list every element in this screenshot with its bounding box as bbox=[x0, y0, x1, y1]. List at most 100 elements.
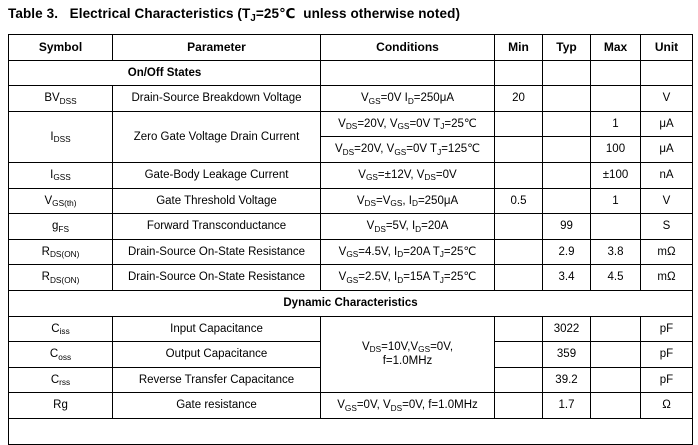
unit-cell: nA bbox=[640, 161, 693, 189]
conditions-cell: VDS=10V,VGS=0V, f=1.0MHz bbox=[320, 315, 495, 394]
min-cell bbox=[494, 161, 543, 189]
section-row-dynamic-characteristics: Dynamic Characteristics bbox=[8, 289, 693, 317]
min-cell bbox=[494, 213, 543, 240]
conditions-cell: VDS=20V, VGS=0V TJ=25℃ bbox=[320, 110, 495, 138]
symbol-cell: BVDSS bbox=[8, 85, 113, 112]
unit-cell: mΩ bbox=[640, 238, 693, 266]
unit-cell: μA bbox=[640, 136, 693, 163]
min-cell bbox=[494, 341, 543, 368]
unit-cell: mΩ bbox=[640, 264, 693, 291]
max-cell: 1 bbox=[590, 187, 641, 215]
parameter-cell: Output Capacitance bbox=[112, 341, 321, 368]
conditions-cell: VGS=4.5V, ID=20A TJ=25℃ bbox=[320, 238, 495, 266]
unit-cell: Ω bbox=[640, 392, 693, 419]
symbol-cell: RDS(ON) bbox=[8, 238, 113, 266]
symbol-cell: Coss bbox=[8, 341, 113, 368]
conditions-cell: VDS=VGS, ID=250μA bbox=[320, 187, 495, 215]
section-header-dynamic-characteristics: Dynamic Characteristics bbox=[8, 289, 693, 317]
conditions-cell: VDS=5V, ID=20A bbox=[320, 213, 495, 240]
symbol-cell: Rg bbox=[8, 392, 113, 419]
column-header-unit: Unit bbox=[640, 34, 693, 61]
symbol-cell: IDSS bbox=[8, 110, 113, 163]
column-header-parameter: Parameter bbox=[112, 34, 321, 61]
unit-cell: pF bbox=[640, 315, 693, 343]
typ-cell: 2.9 bbox=[542, 238, 591, 266]
symbol-cell: Ciss bbox=[8, 315, 113, 343]
empty-cell bbox=[320, 59, 495, 87]
typ-cell: 39.2 bbox=[542, 366, 591, 394]
min-cell: 0.5 bbox=[494, 187, 543, 215]
table-row-bvdss: BVDSS Drain-Source Breakdown Voltage VGS… bbox=[8, 85, 693, 112]
table-row-idss-1: IDSS Zero Gate Voltage Drain Current VDS… bbox=[8, 110, 693, 163]
typ-cell: 3.4 bbox=[542, 264, 591, 291]
table-row-coss: Coss Output Capacitance 359 pF bbox=[8, 341, 693, 368]
max-cell: 100 bbox=[590, 136, 641, 163]
unit-cell: V bbox=[640, 187, 693, 215]
max-cell: 4.5 bbox=[590, 264, 641, 291]
electrical-characteristics-table: Symbol Parameter Conditions Min Typ Max … bbox=[8, 34, 693, 445]
parameter-cell: Drain-Source Breakdown Voltage bbox=[112, 85, 321, 112]
parameter-cell: Input Capacitance bbox=[112, 315, 321, 343]
partial-row-cell bbox=[8, 417, 693, 445]
parameter-cell: Gate-Body Leakage Current bbox=[112, 161, 321, 189]
max-cell: 1 bbox=[590, 110, 641, 138]
unit-cell: pF bbox=[640, 341, 693, 368]
symbol-cell: IGSS bbox=[8, 161, 113, 189]
column-header-conditions: Conditions bbox=[320, 34, 495, 61]
min-cell bbox=[494, 238, 543, 266]
conditions-cell: VGS=±12V, VDS=0V bbox=[320, 161, 495, 189]
column-header-typ: Typ bbox=[542, 34, 591, 61]
typ-cell bbox=[542, 85, 591, 112]
table-row-igss: IGSS Gate-Body Leakage Current VGS=±12V,… bbox=[8, 161, 693, 189]
max-cell bbox=[590, 85, 641, 112]
table-row-crss: Crss Reverse Transfer Capacitance 39.2 p… bbox=[8, 366, 693, 394]
partial-bottom-row bbox=[8, 417, 693, 445]
symbol-cell: Crss bbox=[8, 366, 113, 394]
parameter-cell: Reverse Transfer Capacitance bbox=[112, 366, 321, 394]
min-cell bbox=[494, 136, 543, 163]
parameter-cell: Zero Gate Voltage Drain Current bbox=[112, 110, 321, 163]
max-cell bbox=[590, 392, 641, 419]
typ-cell: 1.7 bbox=[542, 392, 591, 419]
typ-cell bbox=[542, 136, 591, 163]
conditions-cell: VGS=0V, VDS=0V, f=1.0MHz bbox=[320, 392, 495, 419]
min-cell: 20 bbox=[494, 85, 543, 112]
table-row-ciss: Ciss Input Capacitance VDS=10V,VGS=0V, f=… bbox=[8, 315, 693, 394]
parameter-cell: Gate Threshold Voltage bbox=[112, 187, 321, 215]
max-cell bbox=[590, 366, 641, 394]
column-header-symbol: Symbol bbox=[8, 34, 113, 61]
symbol-cell: RDS(ON) bbox=[8, 264, 113, 291]
symbol-cell: gFS bbox=[8, 213, 113, 240]
table-row-rdson-1: RDS(ON) Drain-Source On-State Resistance… bbox=[8, 238, 693, 266]
empty-cell bbox=[542, 59, 591, 87]
max-cell bbox=[590, 213, 641, 240]
typ-cell: 3022 bbox=[542, 315, 591, 343]
max-cell: ±100 bbox=[590, 161, 641, 189]
empty-cell bbox=[590, 59, 641, 87]
header-row: Symbol Parameter Conditions Min Typ Max … bbox=[8, 34, 693, 61]
typ-cell bbox=[542, 187, 591, 215]
empty-cell bbox=[494, 59, 543, 87]
unit-cell: V bbox=[640, 85, 693, 112]
max-cell bbox=[590, 341, 641, 368]
table-row-rdson-2: RDS(ON) Drain-Source On-State Resistance… bbox=[8, 264, 693, 291]
empty-cell bbox=[640, 59, 693, 87]
table-title: Table 3. Electrical Characteristics (TJ=… bbox=[8, 6, 461, 24]
table-row-idss-2: VDS=20V, VGS=0V TJ=125℃ 100 μA bbox=[9, 136, 693, 163]
conditions-cell: VGS=2.5V, ID=15A TJ=25℃ bbox=[320, 264, 495, 291]
min-cell bbox=[494, 315, 543, 343]
table-row-vgsth: VGS(th) Gate Threshold Voltage VDS=VGS, … bbox=[8, 187, 693, 215]
conditions-cell: VDS=20V, VGS=0V TJ=125℃ bbox=[320, 136, 495, 163]
symbol-cell: VGS(th) bbox=[8, 187, 113, 215]
column-header-max: Max bbox=[590, 34, 641, 61]
parameter-cell: Drain-Source On-State Resistance bbox=[112, 264, 321, 291]
min-cell bbox=[494, 392, 543, 419]
parameter-cell: Forward Transconductance bbox=[112, 213, 321, 240]
section-header-on-off-states: On/Off States bbox=[8, 59, 321, 87]
table-row-rg: Rg Gate resistance VGS=0V, VDS=0V, f=1.0… bbox=[8, 392, 693, 419]
parameter-cell: Gate resistance bbox=[112, 392, 321, 419]
section-row-on-off-states: On/Off States bbox=[8, 59, 693, 87]
min-cell bbox=[494, 264, 543, 291]
unit-cell: μA bbox=[640, 110, 693, 138]
min-cell bbox=[494, 366, 543, 394]
